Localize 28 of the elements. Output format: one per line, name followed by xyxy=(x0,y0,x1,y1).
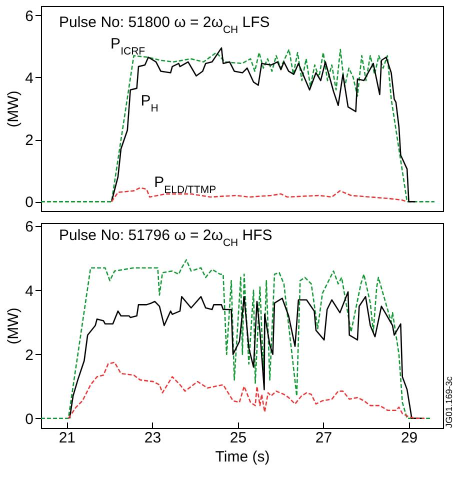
x-tick-label: 29 xyxy=(400,430,418,446)
y-axis-title: (MW) xyxy=(5,308,22,344)
line-series xyxy=(41,48,436,202)
text: JG01.169-3c xyxy=(444,376,454,428)
x-tick-label: 25 xyxy=(230,430,247,446)
x-tick-label: 27 xyxy=(315,430,332,446)
y-tick-label: 2 xyxy=(25,132,34,150)
line-series xyxy=(41,259,432,420)
x-tick-label: 23 xyxy=(144,430,162,446)
x-axis-title: Time (s) xyxy=(215,448,270,466)
y-tick-label: 4 xyxy=(25,282,34,300)
y-tick-label: 0 xyxy=(25,410,34,428)
annotation: P$_{H}$ xyxy=(140,92,158,114)
y-tick-label: 6 xyxy=(25,8,34,25)
line-series xyxy=(110,187,408,202)
line-series xyxy=(69,291,422,420)
text: Pulse No: 51800 ω = 2ω$_{CH}$ LFS xyxy=(59,14,270,36)
y-tick-label: 2 xyxy=(25,346,34,364)
y-axis-title: (MW) xyxy=(5,90,22,128)
chart-title: Pulse No: 51796 ω = 2ω$_{CH}$ HFS xyxy=(59,227,272,250)
x-tick-label: 21 xyxy=(58,430,76,446)
y-tick-label: 0 xyxy=(25,194,34,212)
line-series xyxy=(110,47,416,202)
annotation: P$_{ICRF}$ xyxy=(110,36,146,58)
line-series xyxy=(68,362,426,420)
y-tick-label: 4 xyxy=(25,70,34,87)
annotation: P$_{ELD/TTMP}$ xyxy=(154,174,216,196)
y-tick-label: 6 xyxy=(25,218,34,236)
